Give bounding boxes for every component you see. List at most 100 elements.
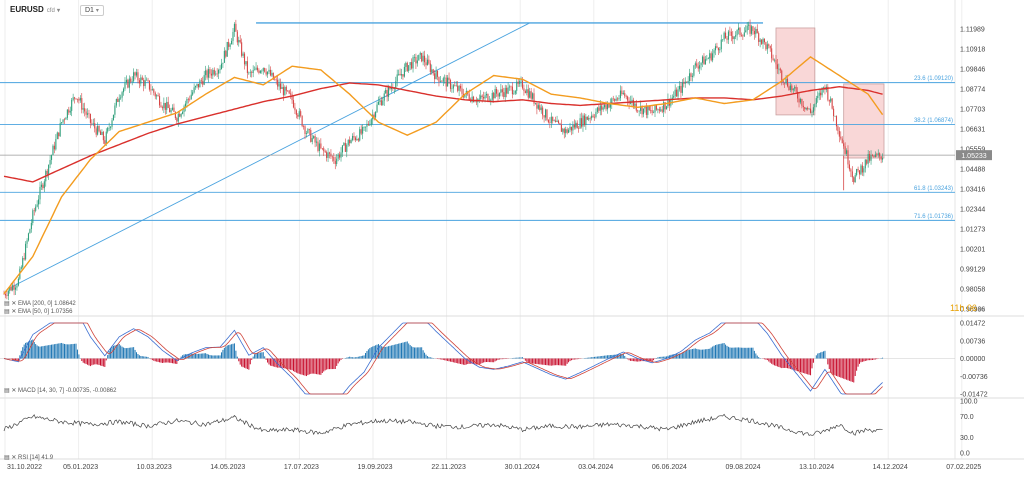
macd-bar bbox=[821, 351, 823, 359]
candle bbox=[353, 135, 355, 138]
candle bbox=[831, 98, 833, 109]
candle bbox=[737, 27, 740, 31]
candle bbox=[641, 106, 643, 115]
candle bbox=[786, 78, 789, 87]
candle bbox=[771, 48, 773, 59]
macd-bar bbox=[392, 345, 394, 359]
macd-bar bbox=[611, 354, 613, 359]
candle bbox=[870, 155, 872, 161]
candle bbox=[135, 72, 138, 76]
candle bbox=[729, 31, 731, 33]
candle bbox=[154, 92, 156, 97]
rsi-legend[interactable]: ▤ ✕ RSI [14] 41.9 bbox=[4, 454, 53, 461]
macd-bar bbox=[779, 358, 781, 368]
macd-bar bbox=[347, 357, 349, 359]
candle bbox=[239, 40, 241, 43]
macd-bar bbox=[666, 356, 668, 359]
macd-bar bbox=[756, 355, 758, 359]
candle bbox=[660, 109, 662, 111]
candle bbox=[758, 33, 760, 42]
macd-bar bbox=[457, 358, 459, 364]
macd-bar bbox=[369, 348, 371, 359]
macd-bar bbox=[163, 358, 165, 363]
macd-bar bbox=[160, 358, 162, 363]
ema50-legend[interactable]: ▤ ✕ EMA [50, 0] 1.07356 bbox=[4, 308, 72, 315]
macd-bar bbox=[618, 354, 620, 359]
macd-bar bbox=[159, 358, 161, 363]
macd-bar bbox=[180, 356, 182, 359]
macd-bar bbox=[624, 355, 626, 359]
macd-bar bbox=[863, 358, 865, 362]
macd-bar bbox=[268, 358, 270, 365]
candle bbox=[526, 89, 528, 93]
macd-bar bbox=[242, 358, 244, 368]
macd-bar bbox=[869, 358, 871, 361]
macd-bar bbox=[572, 358, 574, 360]
macd-bar bbox=[537, 358, 539, 365]
candle bbox=[699, 65, 701, 69]
macd-bar bbox=[192, 353, 194, 359]
macd-bar bbox=[710, 347, 712, 359]
macd-bar bbox=[46, 345, 48, 359]
candle bbox=[726, 38, 728, 40]
candle bbox=[202, 81, 204, 85]
candle bbox=[503, 92, 505, 98]
macd-bar bbox=[697, 349, 699, 359]
timeframe-selector[interactable]: D1 ▾ bbox=[80, 5, 104, 16]
symbol-sub: cfd bbox=[46, 8, 55, 14]
macd-bar bbox=[212, 355, 214, 359]
macd-bar bbox=[19, 355, 21, 359]
macd-bar bbox=[118, 343, 120, 359]
candle bbox=[292, 100, 295, 108]
macd-bar bbox=[755, 353, 757, 359]
macd-bar bbox=[274, 358, 276, 367]
candle bbox=[654, 105, 656, 113]
macd-bar bbox=[195, 353, 197, 359]
candle bbox=[471, 96, 473, 102]
candle bbox=[245, 61, 247, 65]
macd-bar bbox=[714, 345, 716, 359]
macd-bar bbox=[330, 358, 332, 370]
candle bbox=[618, 98, 620, 100]
macd-bar bbox=[846, 358, 848, 380]
macd-bar bbox=[614, 354, 616, 359]
macd-bar bbox=[398, 343, 400, 359]
macd-bar bbox=[206, 353, 208, 359]
macd-bar bbox=[820, 352, 822, 359]
macd-bar bbox=[853, 358, 855, 383]
macd-bar bbox=[517, 357, 519, 359]
candle bbox=[169, 107, 171, 113]
macd-bar bbox=[562, 358, 564, 366]
macd-bar bbox=[867, 358, 869, 361]
candle bbox=[519, 81, 521, 84]
macd-bar bbox=[543, 358, 545, 365]
macd-bar bbox=[882, 357, 884, 359]
candle bbox=[745, 30, 747, 33]
candle bbox=[228, 41, 230, 47]
macd-bar bbox=[48, 345, 50, 359]
macd-bar bbox=[301, 358, 303, 375]
macd-bar bbox=[784, 358, 786, 368]
chart-icon: ▤ ✕ bbox=[4, 301, 17, 307]
candle bbox=[246, 61, 248, 73]
candle bbox=[498, 92, 501, 97]
candle bbox=[746, 25, 748, 31]
macd-bar bbox=[524, 358, 526, 361]
candle bbox=[12, 285, 14, 291]
candle bbox=[428, 59, 430, 64]
macd-bar bbox=[20, 350, 22, 359]
symbol-title[interactable]: EURUSD cfd ▾ bbox=[10, 5, 60, 14]
candle bbox=[393, 88, 395, 89]
macd-bar bbox=[797, 358, 799, 372]
chevron-down-icon[interactable]: ▾ bbox=[57, 8, 61, 14]
macd-legend[interactable]: ▤ ✕ MACD [14, 30, 7] -0.00735, -0.00862 bbox=[4, 387, 116, 394]
macd-bar bbox=[870, 358, 872, 361]
candle bbox=[177, 113, 179, 122]
candle bbox=[546, 109, 548, 121]
candle bbox=[357, 138, 359, 141]
ema200-legend[interactable]: ▤ ✕ EMA [200, 0] 1.08642 bbox=[4, 300, 76, 307]
candle bbox=[219, 69, 221, 70]
candle bbox=[85, 111, 87, 115]
candle bbox=[794, 86, 796, 89]
